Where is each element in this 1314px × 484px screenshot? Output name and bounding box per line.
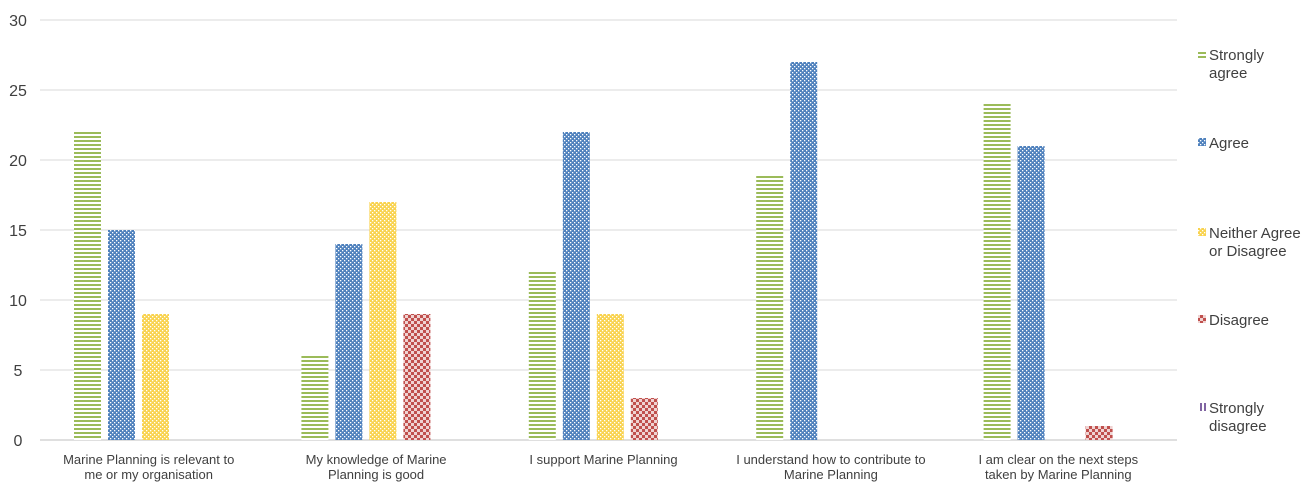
gridlines [40, 19, 1177, 441]
y-tick-label: 10 [9, 293, 27, 310]
legend-label: Disagree [1209, 312, 1269, 329]
bar-agree-4 [1017, 146, 1045, 440]
legend-swatch [1198, 228, 1206, 236]
x-category-label: Marine Planning [784, 467, 878, 482]
bar-disagree-4 [1085, 426, 1113, 440]
bar-agree-1 [335, 244, 363, 440]
y-tick-label: 25 [9, 83, 27, 100]
x-category-label: me or my organisation [84, 467, 213, 482]
bar-neither-agree-or-disagree-1 [369, 202, 397, 440]
bar-strongly-agree-3 [756, 174, 784, 440]
y-tick-label: 20 [9, 153, 27, 170]
bar-disagree-2 [630, 398, 658, 440]
bars [74, 62, 1113, 440]
bar-strongly-agree-1 [301, 356, 329, 440]
legend-swatch [1198, 403, 1206, 411]
bar-strongly-agree-4 [983, 104, 1011, 440]
bar-neither-agree-or-disagree-0 [142, 314, 169, 440]
bar-agree-0 [108, 230, 135, 440]
x-category-label: I understand how to contribute to [736, 452, 925, 467]
legend-label: disagree [1209, 418, 1267, 435]
legend-label: agree [1209, 65, 1247, 82]
legend-swatch [1198, 138, 1206, 146]
legend-swatch [1198, 315, 1206, 323]
y-tick-label: 5 [14, 363, 23, 380]
bar-disagree-1 [403, 314, 431, 440]
legend-label: or Disagree [1209, 243, 1287, 260]
x-category-label: taken by Marine Planning [985, 467, 1132, 482]
legend-label: Strongly [1209, 400, 1265, 417]
legend-label: Strongly [1209, 47, 1265, 64]
x-category-label: Planning is good [328, 467, 424, 482]
bar-strongly-agree-2 [528, 272, 556, 440]
legend-label: Agree [1209, 135, 1249, 152]
x-category-label: My knowledge of Marine [306, 452, 447, 467]
x-category-label: I support Marine Planning [529, 452, 677, 467]
y-tick-label: 15 [9, 223, 27, 240]
bar-strongly-agree-0 [74, 132, 101, 440]
bar-agree-2 [562, 132, 590, 440]
x-category-label: I am clear on the next steps [978, 452, 1138, 467]
x-category-label: Marine Planning is relevant to [63, 452, 234, 467]
legend-swatch [1198, 50, 1206, 58]
y-axis-tick-labels: 0 5 10 15 20 25 30 [9, 13, 27, 450]
bar-neither-agree-or-disagree-2 [596, 314, 624, 440]
legend-label: Neither Agree [1209, 225, 1301, 242]
y-tick-label: 30 [9, 13, 27, 30]
y-tick-label: 0 [14, 433, 23, 450]
bar-agree-3 [790, 62, 818, 440]
